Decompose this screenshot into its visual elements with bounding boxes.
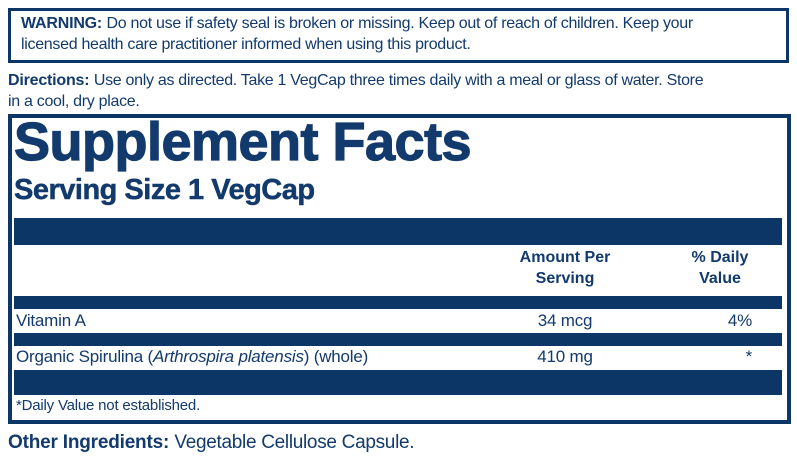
amount-per-serving-header: Amount Per Serving [519,249,611,287]
percent-daily-value-header: % Daily Value [691,249,749,287]
table-row: Organic Spirulina (Arthrospira platensis… [14,346,782,368]
ingredient-name-species: Arthrospira platensis [152,347,304,366]
directions-text-line1: Use only as directed. Take 1 VegCap thre… [93,72,704,89]
divider-bar-thick-top [14,218,782,245]
supplement-facts-panel: Supplement Facts Serving Size 1 VegCap A… [8,112,791,424]
ingredient-daily-value: 4% [727,311,752,330]
warning-label: WARNING: [21,15,103,32]
ingredient-name: Organic Spirulina (Arthrospira platensis… [14,346,472,368]
other-ingredients-paragraph: Other Ingredients: Vegetable Cellulose Ca… [8,431,794,454]
divider-bar-thin-1 [14,296,782,309]
directions-paragraph: Directions: Use only as directed. Take 1 … [8,70,794,112]
ingredient-name-text: Vitamin A [16,311,86,330]
warning-text-line2: licensed health care practitioner inform… [21,36,471,53]
other-ingredients-label: Other Ingredients: [8,432,170,453]
daily-value-footnote: *Daily Value not established. [16,397,201,414]
column-header-row: Amount Per Serving % Daily Value [14,247,782,289]
supplement-facts-title: Supplement Facts [13,112,472,172]
ingredient-name-suffix: ) (whole) [303,347,369,366]
directions-label: Directions: [8,72,90,89]
table-row: Vitamin A 34 mcg 4% [14,310,782,332]
ingredient-name-text: Organic Spirulina ( [16,347,153,366]
warning-text-line1: Do not use if safety seal is broken or m… [106,15,694,32]
warning-box: WARNING: Do not use if safety seal is bro… [8,8,789,63]
ingredient-daily-value: * [745,347,753,366]
ingredient-amount: 410 mg [537,347,593,366]
serving-size-line: Serving Size 1 VegCap [14,174,316,206]
ingredient-name: Vitamin A [14,310,472,332]
ingredient-amount: 34 mcg [537,311,593,330]
divider-bar-thin-2 [14,333,782,346]
divider-bar-thick-bottom [14,370,782,395]
directions-text-line2: in a cool, dry place. [8,93,140,110]
other-ingredients-text: Vegetable Cellulose Capsule. [174,432,415,453]
